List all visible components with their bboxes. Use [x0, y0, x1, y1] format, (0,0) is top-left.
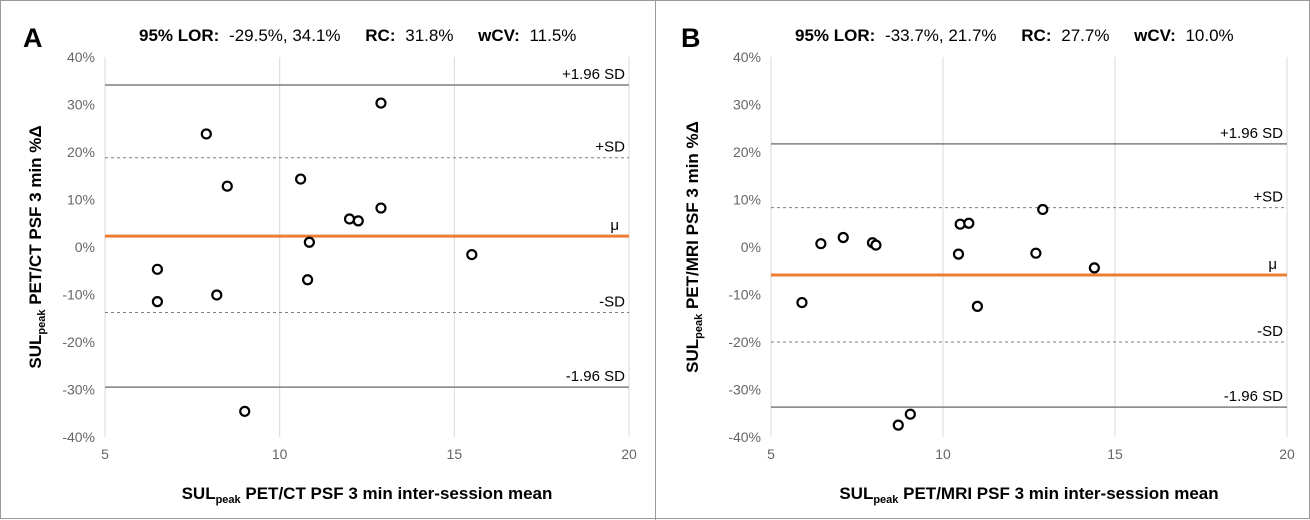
x-tick-label: 15 [1107, 446, 1123, 462]
grid-lines [104, 57, 630, 437]
data-point [1037, 203, 1049, 216]
y-tick-label: 0% [75, 239, 95, 255]
data-point [343, 213, 356, 225]
y-tick-label: 40% [67, 49, 95, 65]
data-points [796, 203, 1100, 431]
y-tick-label: 30% [67, 97, 95, 113]
tick-labels: 5 10 15 20 -40% -30% -20% -10% 0% 10% 20% 30% 40% [728, 49, 1295, 462]
reference-line-label: -1.96 SD [566, 368, 625, 385]
data-point [952, 248, 965, 260]
data-points [151, 97, 478, 417]
stats-line: 95% LOR: -33.7%, 21.7% RC: 27.7% wCV: 10… [795, 26, 1234, 45]
x-tick-label: 20 [1279, 446, 1295, 462]
tick-labels: 5 10 15 20 -40% -30% -20% -10% 0% 10% 20% 30% 40% [62, 49, 637, 462]
data-point [892, 419, 904, 431]
panel-divider [655, 1, 656, 520]
y-tick-label: -20% [62, 334, 95, 350]
x-tick-label: 10 [935, 446, 951, 462]
y-tick-label: -40% [728, 429, 761, 445]
lor-label: 95% LOR: [795, 26, 875, 45]
lor-value: -33.7%, 21.7% [885, 26, 997, 45]
data-point [375, 97, 387, 109]
x-tick-label: 20 [621, 446, 637, 462]
data-point [1088, 262, 1100, 274]
data-point [837, 231, 849, 244]
rc-label: RC: [1021, 26, 1051, 45]
x-axis-title: SULpeak PET/MRI PSF 3 min inter-session … [839, 484, 1218, 506]
y-tick-label: 20% [67, 144, 95, 160]
data-point [303, 236, 315, 248]
reference-line-label: +1.96 SD [1220, 125, 1283, 142]
y-tick-label: 20% [733, 144, 761, 160]
y-axis-title: SULpeak PET/CT PSF 3 min %Δ [26, 125, 48, 368]
reference-line-label: -SD [599, 294, 625, 311]
data-point [870, 239, 882, 251]
data-point [963, 217, 975, 229]
data-point [211, 289, 223, 301]
data-point [1030, 247, 1042, 259]
panel-a: A 95% LOR: -29.5%, 34.1% RC: 31.8% wCV: … [23, 23, 637, 506]
data-point [466, 249, 478, 261]
data-point [239, 405, 251, 417]
data-point [151, 263, 163, 275]
reference-line-label: -1.96 SD [1224, 388, 1283, 405]
stats-line: 95% LOR: -29.5%, 34.1% RC: 31.8% wCV: 11… [139, 26, 576, 45]
rc-value: 31.8% [405, 26, 453, 45]
wcv-label: wCV: [1133, 26, 1176, 45]
wcv-value: 10.0% [1185, 26, 1233, 45]
data-point [815, 238, 827, 250]
data-point [352, 215, 364, 227]
rc-value: 27.7% [1061, 26, 1109, 45]
data-point [221, 180, 233, 192]
y-tick-label: 30% [733, 97, 761, 113]
reference-lines: +1.96 SD +SD μ -SD -1.96 SD [771, 125, 1287, 408]
y-tick-label: -10% [728, 287, 761, 303]
y-tick-label: -10% [62, 287, 95, 303]
data-point [796, 296, 808, 309]
data-point [971, 300, 983, 312]
reference-line-label: μ [610, 217, 619, 234]
data-point [200, 128, 212, 140]
x-tick-label: 5 [767, 446, 775, 462]
reference-line-label: -SD [1257, 323, 1283, 340]
data-point [375, 202, 387, 214]
y-tick-label: 40% [733, 49, 761, 65]
data-point [302, 274, 314, 286]
data-point [904, 408, 916, 420]
y-tick-label: 0% [741, 239, 761, 255]
y-tick-label: -40% [62, 429, 95, 445]
reference-line-label: μ [1268, 256, 1277, 273]
y-tick-label: 10% [67, 192, 95, 208]
panel-letter: B [681, 23, 701, 53]
y-tick-label: 10% [733, 192, 761, 208]
lor-label: 95% LOR: [139, 26, 219, 45]
reference-line-label: +SD [595, 139, 625, 156]
data-point [295, 173, 307, 185]
reference-lines: +1.96 SD +SD μ -SD -1.96 SD [105, 66, 629, 388]
y-tick-label: -20% [728, 334, 761, 350]
wcv-value: 11.5% [529, 26, 576, 45]
rc-label: RC: [365, 26, 395, 45]
reference-line-label: +SD [1253, 189, 1283, 206]
grid-lines [770, 57, 1288, 437]
x-axis-title: SULpeak PET/CT PSF 3 min inter-session m… [182, 484, 553, 506]
x-tick-label: 10 [272, 446, 288, 462]
panel-letter: A [23, 23, 43, 53]
x-tick-label: 15 [447, 446, 463, 462]
y-tick-label: -30% [62, 382, 95, 398]
wcv-label: wCV: [477, 26, 520, 45]
x-tick-label: 5 [101, 446, 109, 462]
data-point [151, 296, 163, 308]
y-tick-label: -30% [728, 382, 761, 398]
panel-b: B 95% LOR: -33.7%, 21.7% RC: 27.7% wCV: … [681, 23, 1295, 506]
reference-line-label: +1.96 SD [562, 66, 625, 83]
y-axis-title: SULpeak PET/MRI PSF 3 min %Δ [683, 121, 705, 373]
lor-value: -29.5%, 34.1% [229, 26, 341, 45]
